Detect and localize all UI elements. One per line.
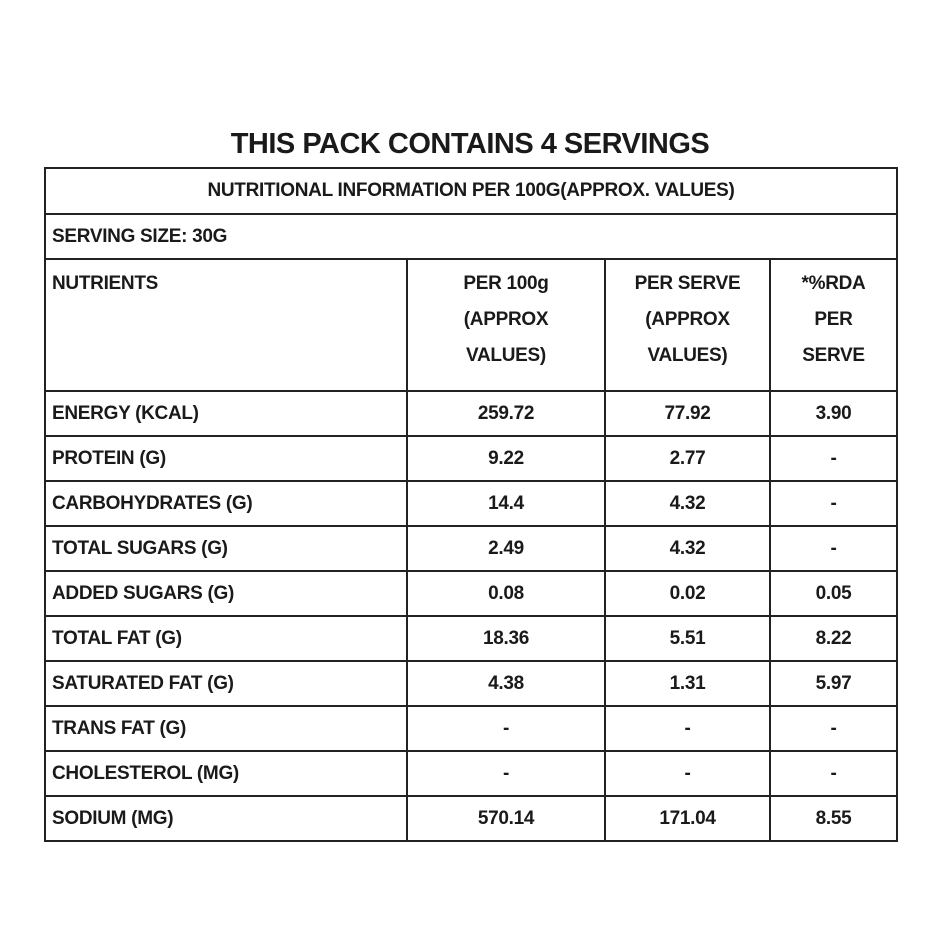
nutrient-name: CHOLESTEROL (MG)	[44, 750, 408, 797]
table-row: SODIUM (MG) 570.14 171.04 8.55	[44, 795, 899, 842]
header-line: PER 100g	[463, 273, 549, 294]
nutrient-name: SATURATED FAT (G)	[44, 660, 408, 707]
header-line: SERVE	[802, 345, 865, 366]
servings-title: THIS PACK CONTAINS 4 SERVINGS	[230, 128, 710, 160]
rda-value: -	[768, 705, 899, 752]
per-100g-value: 2.49	[406, 525, 606, 572]
header-line: (APPROX	[463, 309, 549, 330]
table-row: TOTAL SUGARS (G) 2.49 4.32-	[44, 525, 899, 572]
rda-value: -	[768, 480, 899, 527]
table-row: CARBOHYDRATES (G) 14.4 4.32-	[44, 480, 899, 527]
per-100g-value: 4.38	[406, 660, 606, 707]
per-100g-value: 259.72	[406, 390, 606, 437]
nutrient-name: TOTAL FAT (G)	[44, 615, 408, 662]
table-row: TOTAL FAT (G) 18.36 5.51 8.22	[44, 615, 899, 662]
header-row: NUTRIENTS PER 100g (APPROX VALUES) PER SER…	[44, 258, 899, 392]
rda-value: -	[768, 435, 899, 482]
header-rda: *%RDA PER SERVE	[768, 258, 899, 392]
per-serve-value: -	[604, 705, 771, 752]
nutrient-name: CARBOHYDRATES (G)	[44, 480, 408, 527]
rda-value: -	[768, 750, 899, 797]
per-serve-value: 4.32	[604, 525, 771, 572]
table-row: ADDED SUGARS (G) 0.08 0.02 0.05	[44, 570, 899, 617]
per-serve-value: 4.32	[604, 480, 771, 527]
table-row: ENERGY (KCAL) 259.72 77.92 3.90	[44, 390, 899, 437]
header-per-serve: PER SERVE (APPROX VALUES)	[604, 258, 771, 392]
per-serve-value: 77.92	[604, 390, 771, 437]
rda-value: 0.05	[768, 570, 899, 617]
rda-value: 5.97	[768, 660, 899, 707]
header-line: *%RDA	[801, 273, 866, 294]
per-serve-value: -	[604, 750, 771, 797]
per-serve-value: 2.77	[604, 435, 771, 482]
table-row: PROTEIN (G) 9.22 2.77-	[44, 435, 899, 482]
rda-value: 3.90	[768, 390, 899, 437]
per-serve-value: 5.51	[604, 615, 771, 662]
per-serve-value: 0.02	[604, 570, 771, 617]
rda-value: 8.22	[768, 615, 899, 662]
table-row: CHOLESTEROL (MG) - - -	[44, 750, 899, 797]
per-100g-value: -	[406, 750, 606, 797]
rda-value: 8.55	[768, 795, 899, 842]
table-row: TRANS FAT (G) - - -	[44, 705, 899, 752]
per-100g-value: 9.22	[406, 435, 606, 482]
per-serve-value: 1.31	[604, 660, 771, 707]
per-100g-value: 18.36	[406, 615, 606, 662]
header-line: (APPROX	[645, 309, 730, 330]
nutrition-table: NUTRITIONAL INFORMATION PER 100G(APPROX.…	[43, 167, 899, 842]
header-nutrients: NUTRIENTS	[44, 258, 408, 392]
header-line: PER SERVE	[634, 273, 741, 294]
per-100g-value: 14.4	[406, 480, 606, 527]
header-line: VALUES)	[466, 345, 546, 366]
serving-size: SERVING SIZE: 30G	[43, 213, 899, 260]
nutrient-name: SODIUM (MG)	[44, 795, 408, 842]
header-line: VALUES)	[647, 345, 728, 366]
nutrient-name: PROTEIN (G)	[44, 435, 408, 482]
per-100g-value: 570.14	[406, 795, 606, 842]
rda-value: -	[768, 525, 899, 572]
header-per-100g: PER 100g (APPROX VALUES)	[406, 258, 606, 392]
table-title: NUTRITIONAL INFORMATION PER 100G(APPROX.…	[43, 167, 899, 215]
header-line: PER	[814, 309, 853, 330]
nutrient-name: TOTAL SUGARS (G)	[44, 525, 408, 572]
per-100g-value: -	[406, 705, 606, 752]
nutrient-name: ADDED SUGARS (G)	[44, 570, 408, 617]
per-serve-value: 171.04	[604, 795, 771, 842]
nutrient-name: ENERGY (KCAL)	[44, 390, 408, 437]
nutrient-name: TRANS FAT (G)	[44, 705, 408, 752]
table-row: SATURATED FAT (G) 4.38 1.31 5.97	[44, 660, 899, 707]
per-100g-value: 0.08	[406, 570, 606, 617]
